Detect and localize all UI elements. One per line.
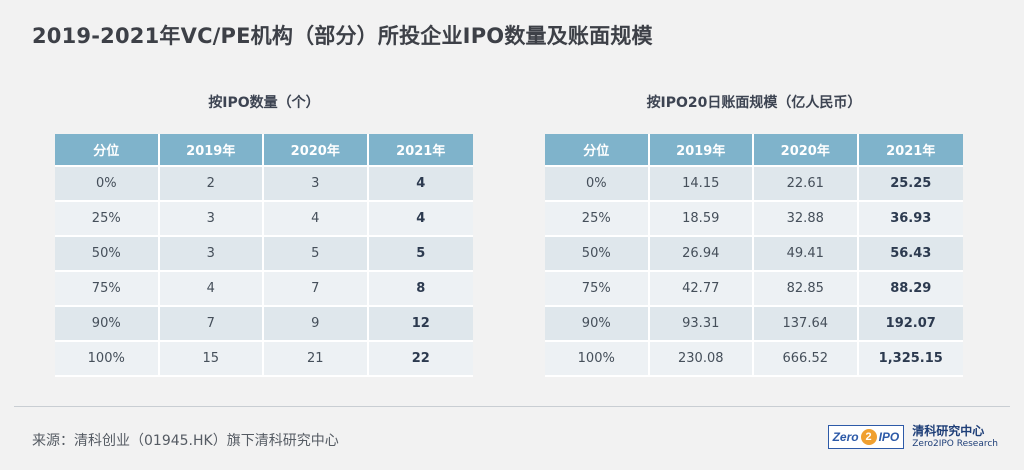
table-cell: 8 bbox=[368, 272, 473, 307]
column-header: 2021年 bbox=[858, 134, 963, 167]
table-row: 25% 3 4 4 bbox=[55, 202, 473, 237]
table-row: 0% 2 3 4 bbox=[55, 167, 473, 202]
column-header: 2020年 bbox=[264, 134, 369, 167]
table-row: 50% 26.94 49.41 56.43 bbox=[545, 237, 963, 272]
source-note: 来源：清科创业（01945.HK）旗下清科研究中心 bbox=[32, 433, 339, 449]
table-cell: 14.15 bbox=[649, 167, 754, 202]
table-cell: 2 bbox=[159, 167, 264, 202]
logo-text-ipo: IPO bbox=[878, 430, 900, 444]
brand: Zero 2 IPO 清科研究中心 Zero2IPO Research bbox=[827, 424, 998, 450]
table-cell: 50% bbox=[55, 237, 160, 272]
table-cell: 25% bbox=[55, 202, 160, 237]
table-cell: 4 bbox=[264, 202, 369, 237]
ipo-count-table-block: 按IPO数量（个） 分位 2019年 2020年 2021年 0% 2 3 4 … bbox=[55, 92, 473, 377]
column-header: 2021年 bbox=[368, 134, 473, 167]
table-cell: 4 bbox=[368, 167, 473, 202]
table-row: 100% 15 21 22 bbox=[55, 342, 473, 377]
table-row: 50% 3 5 5 bbox=[55, 237, 473, 272]
table-row: 100% 230.08 666.52 1,325.15 bbox=[545, 342, 963, 377]
brand-text: 清科研究中心 Zero2IPO Research bbox=[912, 424, 998, 450]
table-cell: 32.88 bbox=[754, 202, 859, 237]
table-row: 75% 42.77 82.85 88.29 bbox=[545, 272, 963, 307]
table-cell: 93.31 bbox=[649, 307, 754, 342]
table-cell: 100% bbox=[545, 342, 650, 377]
table-cell: 21 bbox=[264, 342, 369, 377]
table-cell: 90% bbox=[55, 307, 160, 342]
table-cell: 5 bbox=[368, 237, 473, 272]
ipo-count-table: 分位 2019年 2020年 2021年 0% 2 3 4 25% 3 4 4 … bbox=[55, 134, 473, 377]
table-row: 90% 7 9 12 bbox=[55, 307, 473, 342]
table-cell: 18.59 bbox=[649, 202, 754, 237]
table-cell: 42.77 bbox=[649, 272, 754, 307]
table-cell: 100% bbox=[55, 342, 160, 377]
ipo-book-value-table: 分位 2019年 2020年 2021年 0% 14.15 22.61 25.2… bbox=[545, 134, 963, 377]
table-cell: 7 bbox=[159, 307, 264, 342]
table-cell: 3 bbox=[159, 237, 264, 272]
table-cell: 75% bbox=[545, 272, 650, 307]
table-cell: 22 bbox=[368, 342, 473, 377]
table-cell: 0% bbox=[545, 167, 650, 202]
table-cell: 25% bbox=[545, 202, 650, 237]
column-header: 2019年 bbox=[649, 134, 754, 167]
footer-divider bbox=[14, 406, 1010, 407]
logo-text-two: 2 bbox=[860, 429, 877, 445]
table-cell: 49.41 bbox=[754, 237, 859, 272]
column-header: 分位 bbox=[545, 134, 650, 167]
table-cell: 12 bbox=[368, 307, 473, 342]
table-cell: 22.61 bbox=[754, 167, 859, 202]
table-cell: 4 bbox=[159, 272, 264, 307]
column-header: 分位 bbox=[55, 134, 160, 167]
table-row: 90% 93.31 137.64 192.07 bbox=[545, 307, 963, 342]
table-row: 25% 18.59 32.88 36.93 bbox=[545, 202, 963, 237]
table-caption: 按IPO20日账面规模（亿人民币） bbox=[646, 95, 862, 111]
table-cell: 82.85 bbox=[754, 272, 859, 307]
table-cell: 56.43 bbox=[858, 237, 963, 272]
table-cell: 5 bbox=[264, 237, 369, 272]
ipo-book-value-table-block: 按IPO20日账面规模（亿人民币） 分位 2019年 2020年 2021年 0… bbox=[545, 92, 963, 377]
table-header-row: 分位 2019年 2020年 2021年 bbox=[545, 134, 963, 167]
table-cell: 88.29 bbox=[858, 272, 963, 307]
table-row: 75% 4 7 8 bbox=[55, 272, 473, 307]
brand-name-cn: 清科研究中心 bbox=[912, 424, 985, 438]
table-cell: 9 bbox=[264, 307, 369, 342]
brand-name-en: Zero2IPO Research bbox=[912, 439, 998, 449]
table-cell: 50% bbox=[545, 237, 650, 272]
table-cell: 26.94 bbox=[649, 237, 754, 272]
table-header-row: 分位 2019年 2020年 2021年 bbox=[55, 134, 473, 167]
zero2ipo-logo: Zero 2 IPO bbox=[827, 425, 905, 449]
table-cell: 15 bbox=[159, 342, 264, 377]
table-cell: 137.64 bbox=[754, 307, 859, 342]
table-cell: 36.93 bbox=[858, 202, 963, 237]
table-cell: 75% bbox=[55, 272, 160, 307]
table-cell: 1,325.15 bbox=[858, 342, 963, 377]
table-cell: 192.07 bbox=[858, 307, 963, 342]
table-cell: 4 bbox=[368, 202, 473, 237]
table-cell: 666.52 bbox=[754, 342, 859, 377]
table-row: 0% 14.15 22.61 25.25 bbox=[545, 167, 963, 202]
table-cell: 90% bbox=[545, 307, 650, 342]
page-title: 2019-2021年VC/PE机构（部分）所投企业IPO数量及账面规模 bbox=[32, 24, 653, 48]
table-cell: 0% bbox=[55, 167, 160, 202]
column-header: 2020年 bbox=[754, 134, 859, 167]
table-caption: 按IPO数量（个） bbox=[208, 95, 320, 111]
table-cell: 3 bbox=[264, 167, 369, 202]
table-cell: 25.25 bbox=[858, 167, 963, 202]
table-cell: 230.08 bbox=[649, 342, 754, 377]
table-cell: 3 bbox=[159, 202, 264, 237]
table-cell: 7 bbox=[264, 272, 369, 307]
logo-text-zero: Zero bbox=[832, 430, 859, 444]
column-header: 2019年 bbox=[159, 134, 264, 167]
